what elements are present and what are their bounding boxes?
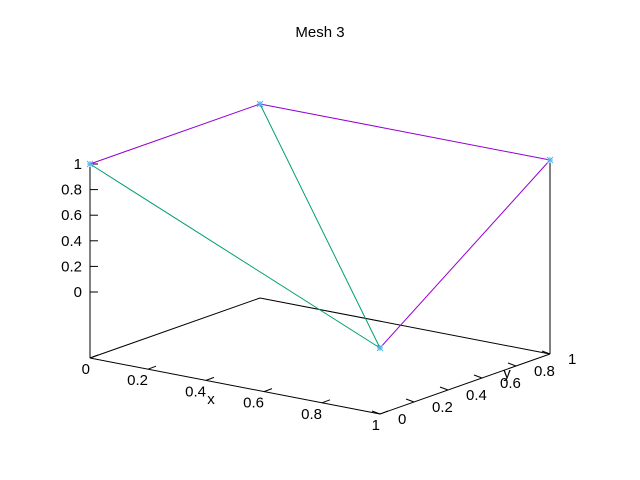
- y-tick-label: 0.6: [500, 375, 521, 392]
- mesh-edge: [89, 103, 261, 165]
- y-tick-mark: [541, 350, 551, 355]
- mesh-edge: [259, 103, 551, 161]
- mesh-edge: [379, 159, 551, 349]
- y-axis-line: [379, 353, 551, 415]
- y-tick-label: 0.2: [432, 399, 453, 416]
- back-base-line: [259, 297, 551, 355]
- x-tick-mark: [89, 354, 99, 359]
- z-tick-label: 0.8: [61, 182, 82, 199]
- x-tick-label: 0.4: [185, 383, 206, 400]
- mesh-vertex: [86, 160, 94, 168]
- x-tick-mark: [147, 365, 157, 370]
- x-tick-mark: [263, 388, 273, 393]
- y-tick-mark: [507, 362, 517, 367]
- tick-labels-group: 0 0.2 0.4 0.6 0.8 1 0 0.2 0.4 0.6 0.8 1 0 0.2 0.4 0.6 0.…: [61, 156, 576, 434]
- x-tick-mark: [321, 399, 331, 404]
- back-left-base-line: [89, 297, 261, 359]
- y-tick-mark: [405, 398, 415, 403]
- x-tick-mark: [379, 410, 389, 415]
- x-tick-label: 0.8: [301, 406, 322, 423]
- mesh-edge: [259, 103, 381, 349]
- z-tick-label: 0.6: [61, 207, 82, 224]
- z-tick-label: 0.2: [61, 258, 82, 275]
- axes-group: [89, 160, 551, 415]
- chart-title: Mesh 3: [295, 24, 344, 41]
- y-tick-mark: [439, 386, 449, 391]
- mesh-edges-group: [89, 103, 551, 349]
- y-tick-label: 0: [398, 411, 406, 428]
- y-tick-mark: [473, 374, 483, 379]
- y-tick-label: 0.4: [466, 387, 487, 404]
- x-tick-label: 0.2: [127, 372, 148, 389]
- y-tick-mark: [371, 410, 381, 415]
- mesh-vertex: [546, 156, 554, 164]
- mesh-vertices-group: [86, 100, 554, 352]
- x-tick-label: 0.6: [243, 395, 264, 412]
- z-tick-label: 1: [74, 156, 82, 173]
- y-tick-label: 0.8: [534, 363, 555, 380]
- mesh-vertex: [256, 100, 264, 108]
- x-tick-label: 1: [372, 417, 380, 434]
- z-tick-label: 0: [74, 284, 82, 301]
- y-axis-label: y: [503, 365, 511, 382]
- x-tick-mark: [205, 376, 215, 381]
- mesh-edge: [89, 163, 381, 349]
- x-axis-label: x: [207, 391, 215, 408]
- mesh-vertex: [376, 344, 384, 352]
- y-tick-label: 1: [568, 351, 576, 368]
- z-tick-label: 0.4: [61, 233, 82, 250]
- x-tick-label: 0: [82, 361, 90, 378]
- x-axis-line: [89, 357, 381, 415]
